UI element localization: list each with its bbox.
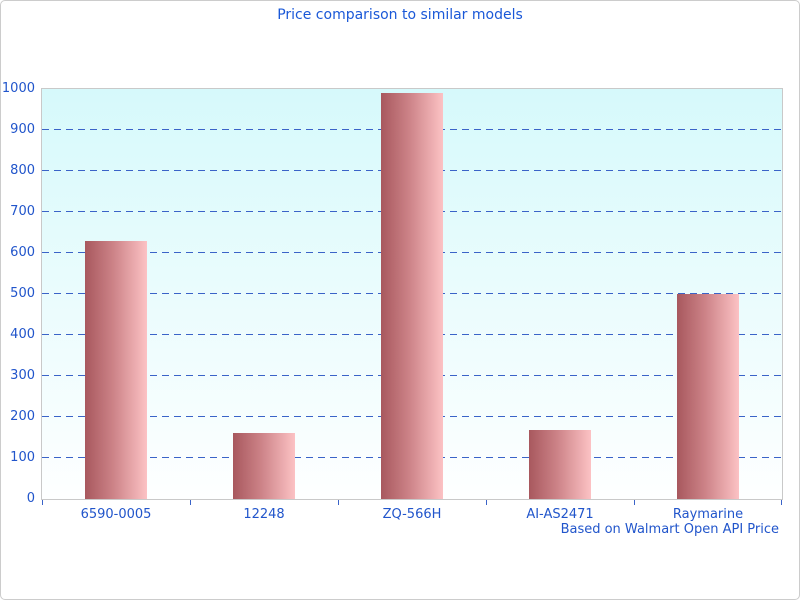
y-axis-label: 700 [10,204,35,219]
plot-area [41,88,783,500]
y-axis-label: 600 [10,245,35,260]
y-axis-label: 400 [10,327,35,342]
x-axis-tick [634,500,635,505]
bar-6590-0005[interactable] [85,241,147,499]
y-axis-label: 1000 [1,81,35,96]
y-axis-label: 900 [10,122,35,137]
chart-title: Price comparison to similar models [277,7,523,23]
bar-Raymarine[interactable] [677,294,739,499]
x-axis-tick [486,500,487,505]
bar-ZQ-566H[interactable] [381,93,443,499]
y-axis-label: 500 [10,286,35,301]
y-axis-label: 300 [10,368,35,383]
x-axis-label-6590-0005: 6590-0005 [80,507,152,522]
x-axis-label-Raymarine: Raymarine [672,507,744,522]
x-axis-tick [338,500,339,505]
x-axis-tick [781,500,782,505]
x-axis-tick [42,500,43,505]
x-axis-tick [190,500,191,505]
y-axis-label: 800 [10,163,35,178]
y-axis-label: 0 [26,491,35,506]
bar-12248[interactable] [233,432,295,499]
x-axis-label-ZQ-566H: ZQ-566H [382,507,442,522]
y-axis-label: 200 [10,409,35,424]
y-axis-label: 100 [10,450,35,465]
x-axis-label-12248: 12248 [243,507,285,522]
chart-footer: Based on Walmart Open API Price [560,522,779,537]
x-axis-label-AI-AS2471: AI-AS2471 [526,507,594,522]
bar-AI-AS2471[interactable] [529,429,591,499]
